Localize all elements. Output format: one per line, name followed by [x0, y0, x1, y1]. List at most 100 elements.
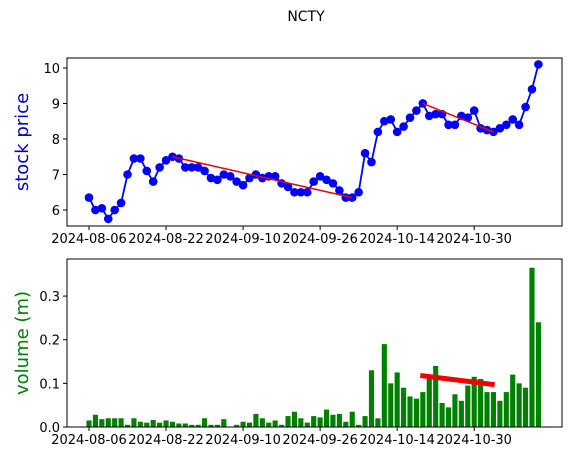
- price-point: [534, 60, 543, 69]
- price-point: [469, 106, 479, 115]
- price-point: [502, 120, 511, 130]
- volume-bar: [394, 372, 400, 427]
- volume-bar: [221, 419, 227, 427]
- volume-bar: [401, 387, 407, 427]
- volume-bar: [304, 422, 310, 427]
- volume-bar: [195, 424, 201, 427]
- volume-bar: [356, 424, 362, 427]
- price-point: [181, 163, 190, 172]
- price-point: [489, 127, 498, 137]
- price-point: [392, 127, 402, 137]
- price-point: [84, 193, 94, 202]
- volume-bar: [234, 424, 240, 427]
- volume-bar: [516, 383, 522, 427]
- axes-frame: [66, 57, 563, 227]
- price-point: [283, 182, 293, 192]
- volume-bar: [214, 424, 220, 427]
- price-point: [97, 203, 107, 213]
- volume-bar: [259, 418, 265, 427]
- volume-bar: [118, 418, 124, 427]
- volume-bar: [157, 422, 163, 427]
- volume-bar: [445, 407, 452, 427]
- volume-bar: [144, 422, 150, 427]
- y-tick-label: 7: [52, 168, 60, 183]
- volume-bar: [291, 411, 298, 427]
- price-point: [302, 187, 312, 197]
- price-point: [360, 148, 370, 158]
- volume-bar: [240, 421, 246, 427]
- volume-bar: [426, 374, 432, 427]
- volume-bar: [471, 376, 477, 427]
- volume-bar: [137, 421, 143, 427]
- volume-bar: [458, 400, 464, 427]
- price-point: [373, 127, 383, 137]
- y-tick-label: 9: [52, 97, 60, 112]
- volume-bar: [112, 418, 118, 427]
- price-point: [129, 154, 139, 163]
- price-point: [136, 154, 145, 163]
- price-point: [213, 175, 222, 185]
- price-point: [238, 180, 248, 190]
- volume-bar: [529, 267, 535, 427]
- price-point: [347, 193, 357, 202]
- x-tick-label: 2024-10-14: [359, 433, 435, 448]
- volume-bar: [465, 385, 471, 427]
- price-point: [116, 198, 126, 208]
- volume-bar: [176, 423, 182, 427]
- y-tick-label: 10: [43, 62, 60, 77]
- price-point: [225, 171, 235, 181]
- volume-bar: [490, 392, 497, 427]
- volume-bar: [311, 416, 317, 427]
- price-point: [431, 109, 440, 119]
- volume-bar: [510, 374, 516, 427]
- price-point: [296, 187, 306, 197]
- volume-bar: [150, 420, 156, 427]
- price-point: [450, 120, 460, 130]
- volume-bar: [285, 416, 291, 427]
- price-point: [193, 163, 203, 172]
- price-point: [335, 186, 344, 195]
- volume-bar: [439, 403, 445, 427]
- price-point: [527, 84, 537, 94]
- volume-bar: [375, 418, 381, 427]
- volume-bar: [323, 409, 330, 427]
- x-tick-label: 2024-09-26: [282, 433, 358, 448]
- volume-bar: [503, 392, 509, 427]
- x-tick-label: 2024-08-22: [128, 433, 204, 448]
- volume-bar: [413, 398, 419, 427]
- price-point: [315, 171, 325, 181]
- volume-bar: [478, 379, 484, 427]
- price-point: [290, 187, 299, 197]
- x-tick-label: 2024-08-06: [51, 433, 127, 448]
- price-point: [155, 163, 164, 172]
- x-tick-label: 2024-09-10: [205, 232, 281, 247]
- volume-bar: [105, 418, 111, 427]
- x-tick-label: 2024-08-06: [51, 232, 127, 247]
- price-point: [405, 113, 415, 122]
- y-tick-label: 8: [52, 133, 60, 148]
- price-point: [328, 179, 338, 188]
- price-point: [103, 214, 113, 224]
- volume-bar: [484, 392, 490, 427]
- volume-bar: [272, 420, 278, 427]
- volume-bar: [433, 365, 439, 427]
- volume-bar: [99, 419, 105, 427]
- x-tick-label: 2024-10-14: [359, 232, 435, 247]
- price-point: [495, 124, 505, 133]
- volume-bar: [388, 383, 394, 427]
- price-point: [399, 122, 408, 131]
- price-point: [514, 120, 524, 130]
- volume-bar: [246, 422, 253, 427]
- chart-title: NCTY: [287, 9, 325, 25]
- x-tick-label: 2024-09-10: [205, 433, 281, 448]
- price-point: [123, 170, 132, 179]
- volume-bar: [420, 392, 426, 427]
- y-tick-label: 0.3: [39, 290, 60, 305]
- price-point: [270, 171, 280, 181]
- volume-bar: [362, 416, 368, 427]
- volume-bar: [189, 424, 195, 427]
- volume-bar: [381, 344, 387, 427]
- volume-bar: [349, 411, 355, 427]
- price-point: [508, 115, 518, 124]
